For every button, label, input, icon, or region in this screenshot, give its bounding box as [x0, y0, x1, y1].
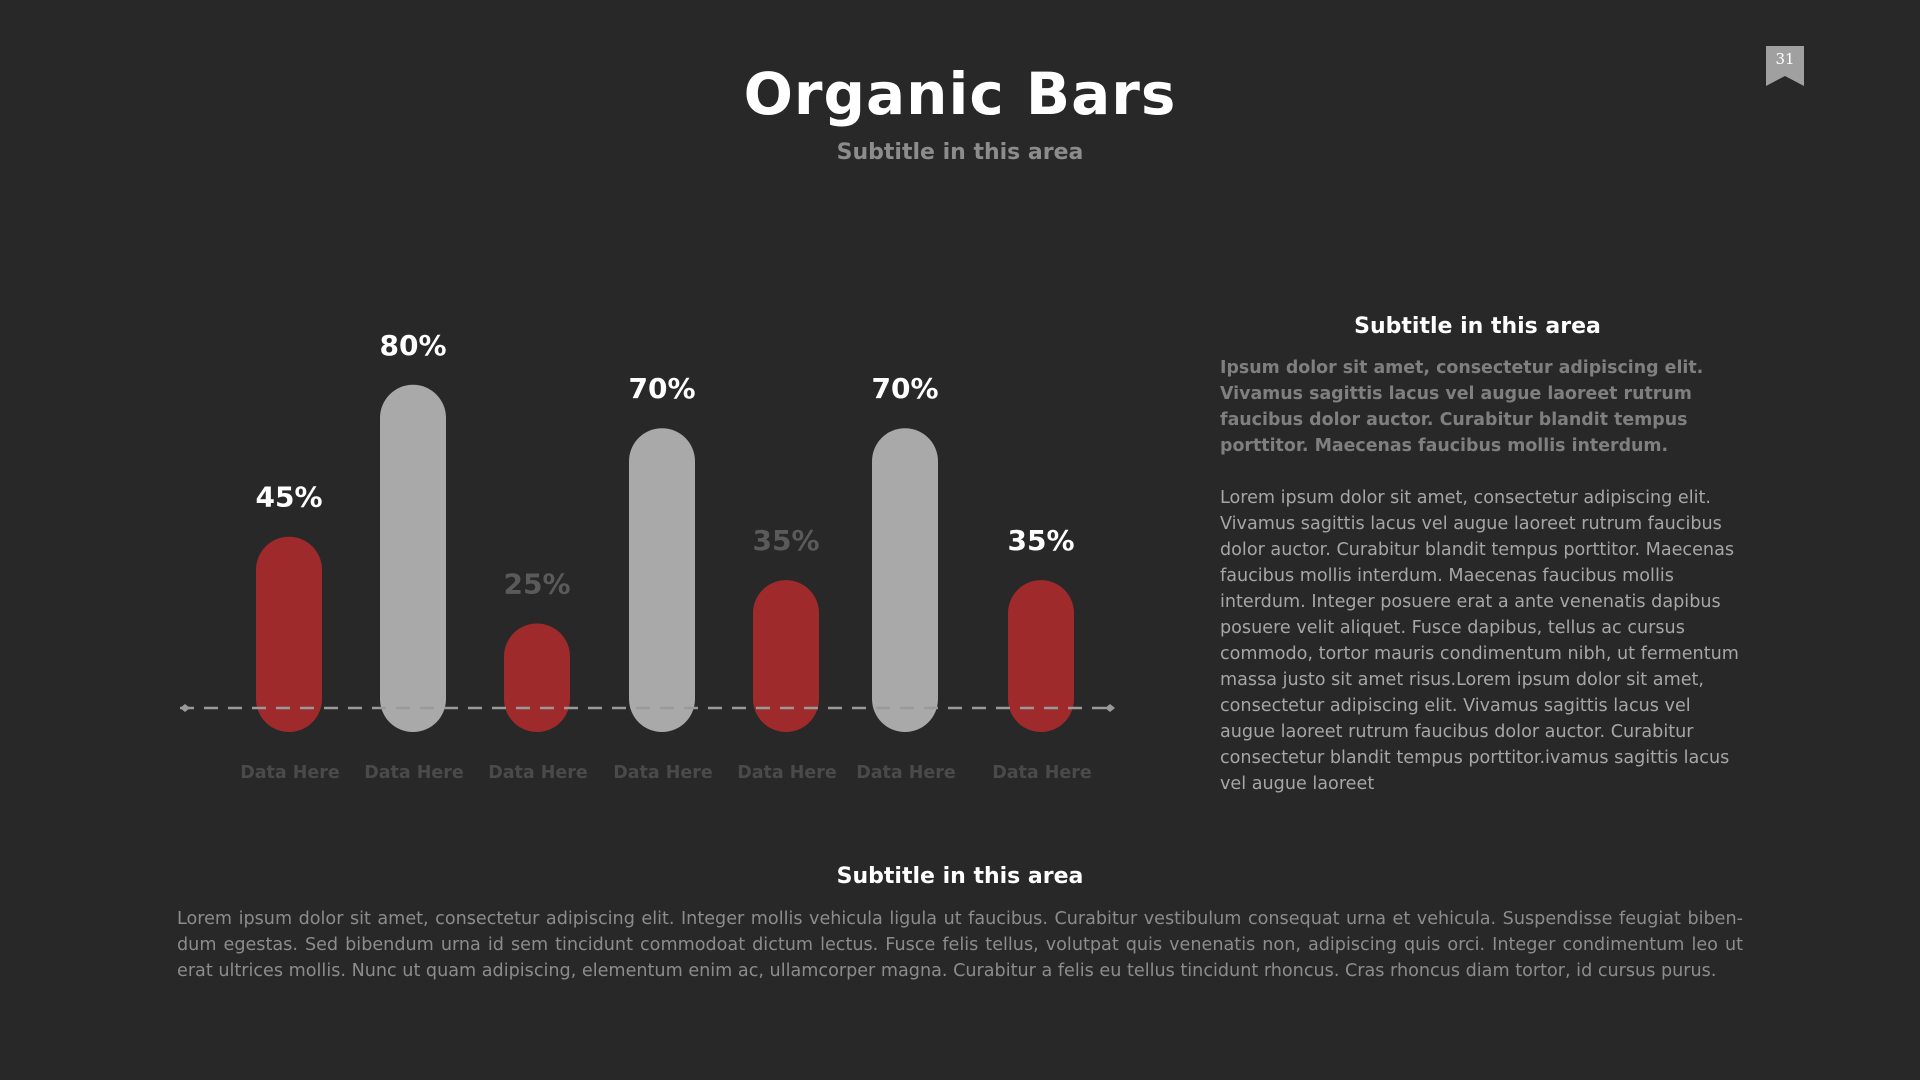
page-subtitle: Subtitle in this area: [836, 140, 1084, 165]
value-label: 80%: [379, 329, 446, 362]
category-label: Data Here: [364, 763, 464, 783]
category-label: Data Here: [737, 763, 837, 783]
bookmark-icon: [1766, 46, 1804, 86]
bar: [1008, 580, 1074, 732]
page-number-badge: 31: [1766, 46, 1804, 86]
side-panel-body-text: Lorem ipsum dolor sit amet, consectetur …: [1220, 488, 1739, 794]
value-label: 35%: [1007, 524, 1074, 557]
bottom-body-text: Lorem ipsum dolor sit amet, consectetur …: [177, 909, 1743, 981]
bar: [872, 428, 938, 732]
page-title: Organic Bars: [743, 60, 1177, 128]
bottom-subtitle: Subtitle in this area: [836, 864, 1084, 889]
organic-bar-chart: 45% Data Here 80% Data Here 25% Data Here 70% D…: [180, 329, 1115, 783]
category-label: Data Here: [992, 763, 1092, 783]
baseline-start-marker: [180, 704, 190, 712]
category-label: Data Here: [240, 763, 340, 783]
side-panel-subtitle: Subtitle in this area: [1354, 314, 1601, 339]
category-label: Data Here: [856, 763, 956, 783]
value-label: 70%: [871, 372, 938, 405]
bar: [753, 580, 819, 732]
category-label: Data Here: [488, 763, 588, 783]
bar: [256, 536, 322, 732]
side-panel-bold-text: Ipsum dolor sit amet, consectetur adipis…: [1220, 358, 1704, 456]
value-label: 25%: [503, 568, 570, 601]
value-label: 35%: [752, 524, 819, 557]
page-number: 31: [1775, 50, 1795, 68]
bar: [504, 623, 570, 732]
baseline-end-marker: [1105, 704, 1115, 712]
value-label: 70%: [628, 372, 695, 405]
value-label: 45%: [255, 481, 322, 514]
bar: [380, 384, 446, 732]
bar: [629, 428, 695, 732]
category-label: Data Here: [613, 763, 713, 783]
